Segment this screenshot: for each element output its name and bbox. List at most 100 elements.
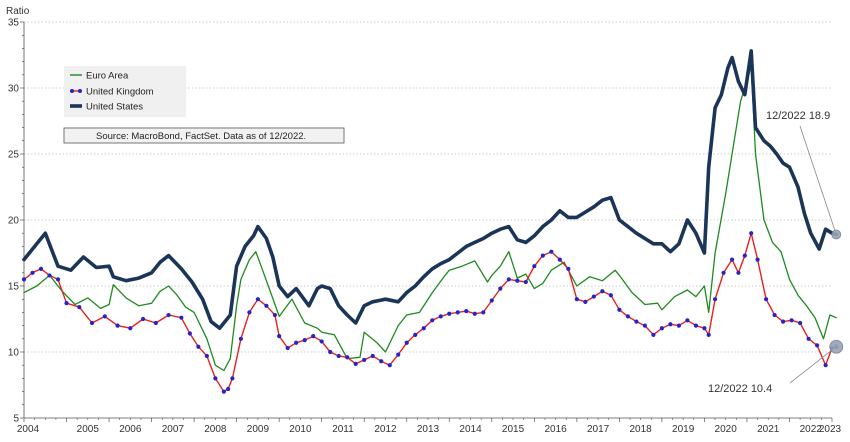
series-point-united-kingdom: [370, 353, 375, 359]
x-tick-label: 2022: [800, 424, 823, 435]
series-point-united-kingdom: [789, 318, 794, 323]
series-point-united-kingdom: [213, 376, 218, 381]
axes: [20, 21, 833, 422]
series-point-united-kingdom: [815, 343, 820, 348]
x-tick-label: 2006: [119, 424, 142, 435]
x-tick-label: 2007: [162, 424, 185, 435]
y-tick-labels: 5 10 15 20 25 30 35: [8, 18, 20, 425]
series-point-united-kingdom: [659, 326, 664, 331]
series-point-united-kingdom: [387, 363, 392, 368]
series-point-united-kingdom: [780, 319, 786, 324]
series-lines: [21, 49, 839, 394]
series-point-united-kingdom: [749, 231, 754, 236]
series-point-united-kingdom: [549, 249, 554, 254]
x-tick-label: 2010: [289, 424, 312, 435]
series-point-united-kingdom: [772, 312, 777, 318]
source-note-text: Source: MacroBond, FactSet. Data as of 1…: [96, 131, 306, 142]
legend-swatch-marker: [70, 89, 74, 93]
series-point-united-kingdom: [651, 332, 656, 337]
series-line-united-kingdom: [23, 232, 837, 393]
series-point-united-kingdom: [634, 319, 639, 324]
series-point-united-kingdom: [204, 353, 209, 359]
series-point-united-kingdom: [712, 297, 718, 302]
y-tick-label: 25: [8, 150, 20, 161]
series-point-united-kingdom: [89, 320, 95, 326]
series-point-united-kingdom: [294, 340, 299, 345]
series-point-united-kingdom: [574, 297, 579, 302]
series-point-united-kingdom: [311, 334, 316, 339]
series-point-united-kingdom: [302, 338, 307, 343]
x-tick-label: 2012: [374, 424, 397, 435]
legend-entry: United States: [86, 102, 143, 113]
series-point-united-kingdom: [668, 322, 673, 327]
series-point-united-kingdom: [523, 279, 528, 285]
x-tick-label: 2013: [417, 424, 440, 435]
series-point-united-kingdom: [353, 361, 358, 366]
series-point-united-kingdom: [166, 312, 171, 318]
series-point-united-kingdom: [515, 278, 520, 283]
x-tick-label: 2020: [715, 424, 738, 435]
series-point-united-kingdom: [583, 299, 588, 304]
series-point-united-kingdom: [755, 257, 760, 262]
series-point-united-kingdom: [102, 314, 107, 319]
y-tick-label: 5: [13, 414, 19, 425]
series-line-united-states: [22, 49, 839, 331]
series-point-united-kingdom: [823, 363, 828, 368]
legend: Euro Area United Kingdom United States: [64, 66, 186, 117]
series-point-united-kingdom: [230, 376, 235, 381]
series-point-united-kingdom: [481, 310, 486, 315]
series-point-united-kingdom: [319, 339, 324, 344]
series-point-united-kingdom: [625, 314, 630, 319]
series-point-united-kingdom: [277, 334, 282, 339]
series-point-united-kingdom: [21, 277, 27, 282]
series-point-united-kingdom: [438, 314, 443, 319]
series-point-united-kingdom: [702, 326, 707, 331]
series-point-united-kingdom: [742, 253, 747, 258]
x-tick-label: 2016: [544, 424, 567, 435]
series-point-united-kingdom: [464, 308, 469, 314]
series-point-united-kingdom: [30, 270, 35, 275]
series-point-united-kingdom: [617, 307, 622, 312]
series-point-united-kingdom: [247, 310, 252, 315]
series-point-united-kingdom: [566, 266, 571, 271]
series-point-united-kingdom: [272, 312, 278, 318]
series-point-united-kingdom: [430, 318, 435, 323]
series-point-united-kingdom: [642, 323, 647, 328]
y-tick-label: 15: [8, 282, 20, 293]
series-point-united-kingdom: [140, 316, 146, 322]
series-point-united-kingdom: [447, 311, 452, 316]
series-point-united-kingdom: [285, 345, 290, 351]
legend-entry: United Kingdom: [86, 87, 154, 98]
y-tick-label: 10: [8, 348, 20, 359]
series-point-united-kingdom: [557, 257, 562, 262]
y-tick-label: 20: [8, 216, 20, 227]
series-point-united-kingdom: [379, 359, 384, 364]
series-point-united-kingdom: [591, 294, 596, 299]
series-line-euro-area: [23, 64, 837, 372]
series-point-united-kingdom: [472, 311, 477, 316]
series-point-united-kingdom: [362, 357, 367, 363]
legend-entry: Euro Area: [86, 71, 129, 82]
x-tick-label: 2005: [77, 424, 100, 435]
x-tick-label: 2014: [459, 424, 482, 435]
series-point-united-kingdom: [540, 253, 545, 258]
annotation-label: 12/2022 10.4: [708, 383, 772, 395]
annotations: 12/2022 18.9 12/2022 10.4: [708, 110, 844, 395]
series-point-united-kingdom: [455, 310, 460, 315]
x-tick-label: 2018: [630, 424, 653, 435]
x-tick-label: 2021: [757, 424, 780, 435]
series-point-united-kingdom: [506, 277, 511, 282]
series-point-united-kingdom: [608, 293, 613, 298]
series-point-united-kingdom: [38, 266, 44, 271]
series-point-united-kingdom: [798, 320, 803, 326]
annotation-marker: [829, 339, 844, 354]
series-point-united-kingdom: [721, 270, 726, 275]
x-tick-label: 2009: [247, 424, 270, 435]
series-point-united-kingdom: [153, 320, 158, 326]
annotation-leader-line: [799, 125, 837, 235]
annotation-leader-line: [789, 346, 837, 384]
series-point-united-kingdom: [706, 332, 711, 337]
series-point-united-kingdom: [179, 315, 184, 320]
series-point-united-kingdom: [600, 289, 605, 294]
x-tick-label: 2004: [17, 424, 40, 435]
